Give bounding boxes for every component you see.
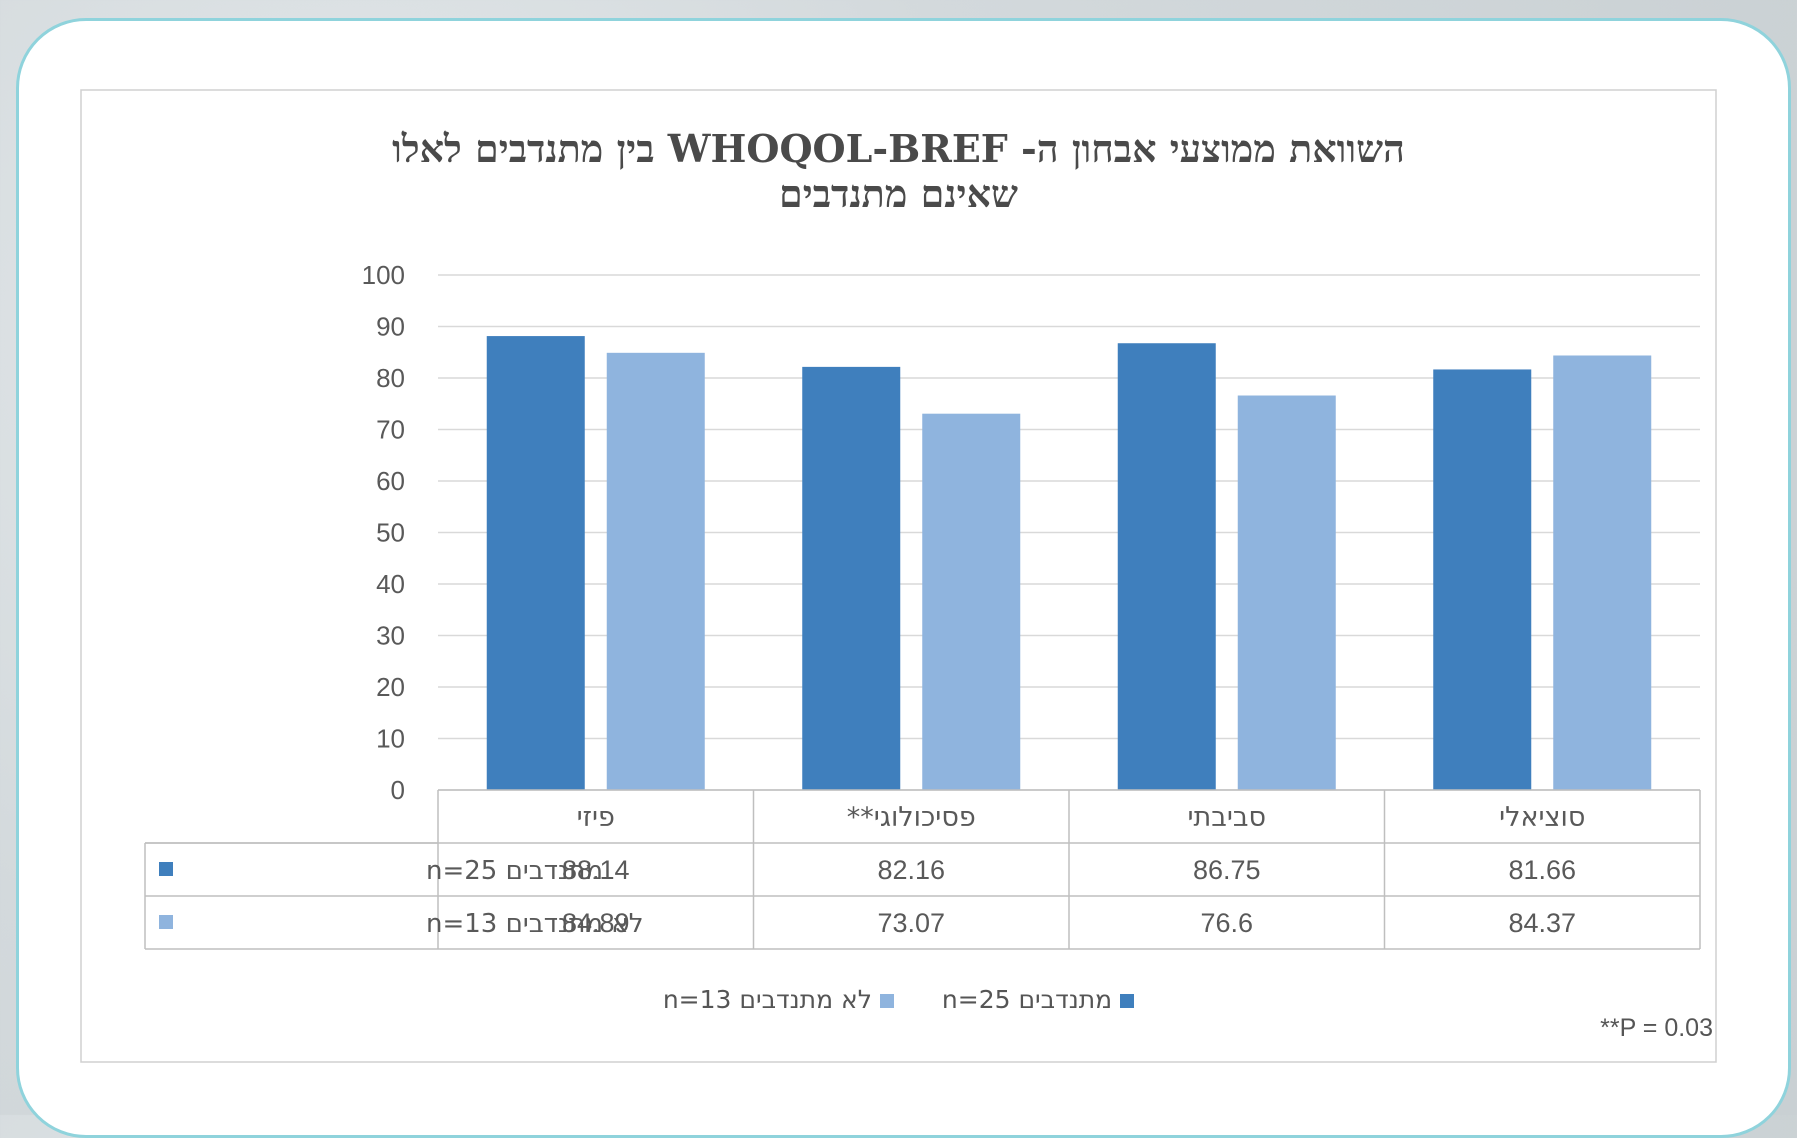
y-tick-label-50: 50	[376, 518, 405, 548]
y-tick-label-40: 40	[376, 569, 405, 599]
bar-s0-c0	[486, 336, 585, 790]
table-value-s0-c2: 86.75	[1193, 855, 1261, 885]
y-tick-label-0: 0	[391, 775, 405, 805]
legend-item-non-volunteers: לא מתנדבים n=13	[663, 985, 894, 1014]
bar-s0-c2	[1117, 343, 1216, 790]
table-swatch-1	[159, 915, 173, 929]
y-tick-label-20: 20	[376, 672, 405, 702]
chart-title-line2: שאינם מתנדבים	[779, 171, 1018, 216]
y-tick-label-100: 100	[362, 260, 405, 290]
bar-s0-c3	[1433, 369, 1532, 790]
category-label-1: פסיכולוגי**	[847, 802, 976, 833]
table-value-s1-c1: 73.07	[877, 908, 945, 938]
table-value-s0-c0: 88.14	[562, 855, 630, 885]
chart-title-line1: השוואת ממוצעי אבחון ה- WHOQOL-BREF בין מ…	[392, 126, 1405, 171]
legend-swatch-non-volunteers	[879, 994, 894, 1008]
chart-legend: לא מתנדבים n=13 מתנדבים n=25	[0, 985, 1797, 1014]
y-tick-label-70: 70	[376, 415, 405, 445]
y-tick-label-10: 10	[376, 724, 405, 754]
y-tick-label-30: 30	[376, 621, 405, 651]
y-tick-label-80: 80	[376, 363, 405, 393]
category-label-2: סביבתי	[1187, 802, 1266, 833]
table-value-s1-c0: 84.89	[562, 908, 630, 938]
table-value-s0-c1: 82.16	[877, 855, 945, 885]
y-tick-label-90: 90	[376, 312, 405, 342]
bar-chart: 0 10 20 30 40 50 60 70 80 90 100 פיזי פסיכולוגי** סבי…	[80, 89, 1717, 1063]
bar-s1-c0	[606, 352, 705, 790]
bar-s1-c3	[1553, 355, 1652, 790]
legend-item-volunteers: מתנדבים n=25	[941, 985, 1135, 1014]
category-label-3: סוציאלי	[1499, 802, 1585, 833]
bar-s1-c2	[1237, 395, 1336, 790]
chart-frame	[80, 89, 1717, 1063]
bar-s0-c1	[802, 366, 901, 790]
bar-s1-c1	[922, 413, 1021, 790]
table-value-s1-c2: 76.6	[1200, 908, 1253, 938]
table-value-s1-c3: 84.37	[1508, 908, 1576, 938]
table-value-s0-c3: 81.66	[1508, 855, 1576, 885]
table-swatch-0	[159, 862, 173, 876]
table-series-label-0: מתנדבים n=25	[426, 856, 603, 886]
legend-label-volunteers: מתנדבים n=25	[941, 985, 1113, 1014]
legend-swatch-volunteers	[1120, 994, 1135, 1008]
table-series-label-1: לא מתנדבים n=13	[426, 909, 644, 939]
category-label-0: פיזי	[577, 802, 615, 833]
y-tick-label-60: 60	[376, 466, 405, 496]
significance-footnote: **P = 0.03	[1600, 1014, 1713, 1042]
legend-label-non-volunteers: לא מתנדבים n=13	[662, 985, 872, 1014]
